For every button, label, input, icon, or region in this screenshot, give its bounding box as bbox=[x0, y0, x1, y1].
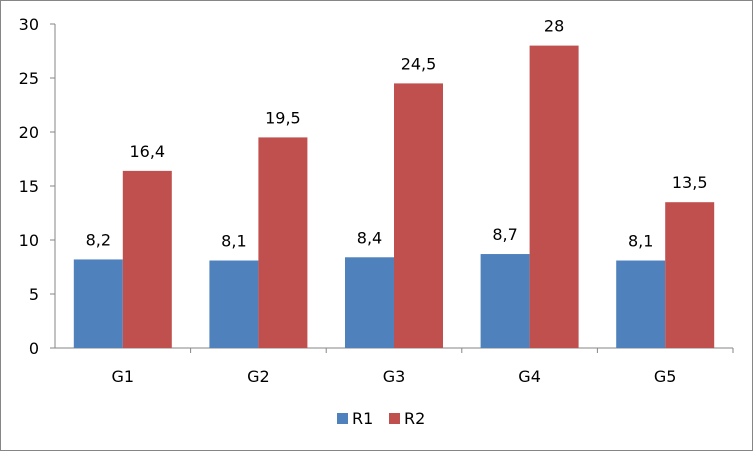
legend-label: R2 bbox=[404, 409, 425, 428]
legend: R1 R2 bbox=[337, 409, 425, 428]
data-label: 28 bbox=[544, 17, 564, 36]
y-tick-label: 0 bbox=[29, 339, 39, 358]
data-labels: 8,2 16,4 8,1 19,5 8,4 24,5 8,7 28 8,1 13,5 bbox=[86, 17, 708, 251]
y-tick-label: 20 bbox=[19, 123, 39, 142]
bar-r2-g3 bbox=[394, 83, 443, 349]
y-tick-label: 10 bbox=[19, 231, 39, 250]
bars bbox=[73, 45, 715, 349]
bar-r1-g5 bbox=[616, 260, 666, 348]
data-label: 8,2 bbox=[86, 230, 111, 249]
legend-swatch-r1 bbox=[337, 413, 348, 424]
bar-r2-g1 bbox=[122, 170, 172, 348]
bar-r2-g4 bbox=[529, 45, 579, 348]
data-label: 8,4 bbox=[357, 228, 382, 247]
legend-label: R1 bbox=[352, 409, 373, 428]
data-label: 19,5 bbox=[265, 108, 301, 127]
x-tick-label: G3 bbox=[383, 367, 406, 386]
y-tick-label: 15 bbox=[19, 177, 39, 196]
y-tick-label: 30 bbox=[19, 15, 39, 34]
bar-r1-g3 bbox=[345, 257, 394, 348]
data-label: 16,4 bbox=[129, 142, 165, 161]
bar-r2-g5 bbox=[665, 202, 715, 348]
bar-r1-g4 bbox=[480, 254, 530, 348]
data-label: 8,7 bbox=[492, 225, 517, 244]
x-tick-label: G5 bbox=[654, 367, 677, 386]
y-tick-label: 25 bbox=[19, 69, 39, 88]
bar-r2-g2 bbox=[258, 137, 308, 348]
x-tick-label: G2 bbox=[247, 367, 270, 386]
data-label: 8,1 bbox=[221, 232, 246, 251]
x-tick-label: G4 bbox=[518, 367, 541, 386]
legend-swatch-r2 bbox=[389, 413, 400, 424]
data-label: 13,5 bbox=[672, 173, 708, 192]
bar-r1-g2 bbox=[209, 260, 259, 348]
data-label: 24,5 bbox=[401, 54, 437, 73]
y-tick-label: 5 bbox=[29, 285, 39, 304]
x-tick-label: G1 bbox=[112, 367, 135, 386]
bar-r1-g1 bbox=[73, 259, 123, 348]
data-label: 8,1 bbox=[628, 232, 653, 251]
